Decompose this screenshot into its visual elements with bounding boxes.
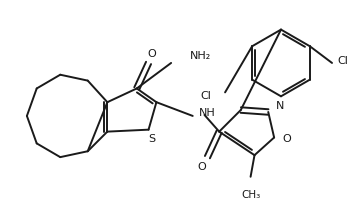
Text: O: O — [147, 49, 156, 59]
Text: O: O — [282, 134, 291, 144]
Text: O: O — [197, 162, 206, 172]
Text: NH: NH — [198, 108, 215, 118]
Text: Cl: Cl — [201, 91, 211, 101]
Text: CH₃: CH₃ — [241, 190, 260, 200]
Text: NH₂: NH₂ — [190, 51, 211, 61]
Text: Cl: Cl — [337, 56, 348, 66]
Text: S: S — [148, 134, 155, 144]
Text: N: N — [276, 101, 285, 111]
